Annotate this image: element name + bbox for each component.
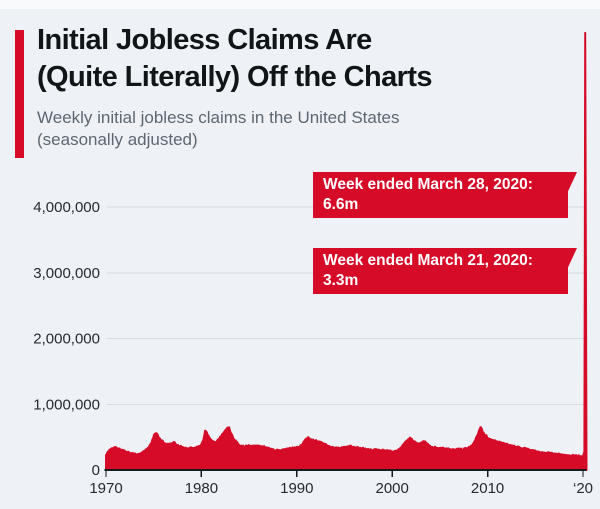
top-edge-strip [0,0,600,9]
callout-week-march-21: Week ended March 21, 2020: 3.3m [313,248,577,294]
callout-value: 6.6m [323,196,359,213]
y-axis-label: 3,000,000 [33,265,100,282]
y-axis-label: 2,000,000 [33,331,100,348]
y-axis-label: 1,000,000 [33,396,100,413]
callout-label: Week ended March 21, 2020: [323,252,533,269]
y-axis-label: 0 [92,462,100,479]
page-title: Initial Jobless Claims Are (Quite Litera… [37,22,557,96]
title-line-1: Initial Jobless Claims Are [37,24,372,56]
title-line-2: (Quite Literally) Off the Charts [37,61,433,93]
callout-week-march-28: Week ended March 28, 2020: 6.6m [313,172,577,218]
header: Initial Jobless Claims Are (Quite Litera… [37,22,557,96]
subtitle-line-2: (seasonally adjusted) [37,130,198,149]
x-axis-label: 2010 [471,480,504,497]
claims-area-series [105,31,588,471]
x-axis-label: 1980 [185,480,218,497]
x-axis-label: 1990 [280,480,313,497]
subtitle-line-1: Weekly initial jobless claims in the Uni… [37,108,400,127]
chart-subtitle: Weekly initial jobless claims in the Uni… [37,107,557,151]
accent-bar [15,30,24,158]
y-axis-label: 4,000,000 [33,199,100,216]
callout-label: Week ended March 28, 2020: [323,176,533,193]
x-axis-label: ‘20 [573,480,593,497]
x-axis-label: 1970 [89,480,122,497]
callout-value: 3.3m [323,272,359,289]
x-axis-label: 2000 [376,480,409,497]
